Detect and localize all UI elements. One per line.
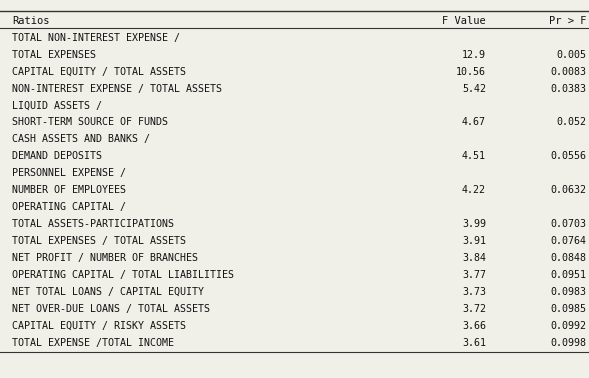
Text: 0.0383: 0.0383 — [550, 84, 586, 93]
Text: 0.0632: 0.0632 — [550, 185, 586, 195]
Text: 4.67: 4.67 — [462, 118, 486, 127]
Text: NET OVER-DUE LOANS / TOTAL ASSETS: NET OVER-DUE LOANS / TOTAL ASSETS — [12, 304, 210, 314]
Text: F Value: F Value — [442, 15, 486, 26]
Text: CAPITAL EQUITY / RISKY ASSETS: CAPITAL EQUITY / RISKY ASSETS — [12, 321, 186, 331]
Text: 0.0703: 0.0703 — [550, 219, 586, 229]
Text: 10.56: 10.56 — [456, 67, 486, 77]
Text: 0.0556: 0.0556 — [550, 151, 586, 161]
Text: 0.0992: 0.0992 — [550, 321, 586, 331]
Text: NUMBER OF EMPLOYEES: NUMBER OF EMPLOYEES — [12, 185, 126, 195]
Text: 0.0951: 0.0951 — [550, 270, 586, 280]
Text: 0.0848: 0.0848 — [550, 253, 586, 263]
Text: CASH ASSETS AND BANKS /: CASH ASSETS AND BANKS / — [12, 135, 150, 144]
Text: 0.0998: 0.0998 — [550, 338, 586, 348]
Text: Pr > F: Pr > F — [548, 15, 586, 26]
Text: 3.73: 3.73 — [462, 287, 486, 297]
Text: TOTAL EXPENSES / TOTAL ASSETS: TOTAL EXPENSES / TOTAL ASSETS — [12, 236, 186, 246]
Text: TOTAL NON-INTEREST EXPENSE /: TOTAL NON-INTEREST EXPENSE / — [12, 33, 180, 43]
Text: 0.052: 0.052 — [556, 118, 586, 127]
Text: NET PROFIT / NUMBER OF BRANCHES: NET PROFIT / NUMBER OF BRANCHES — [12, 253, 198, 263]
Text: 5.42: 5.42 — [462, 84, 486, 93]
Text: LIQUID ASSETS /: LIQUID ASSETS / — [12, 101, 102, 110]
Text: 0.005: 0.005 — [556, 50, 586, 60]
Text: CAPITAL EQUITY / TOTAL ASSETS: CAPITAL EQUITY / TOTAL ASSETS — [12, 67, 186, 77]
Text: TOTAL ASSETS-PARTICIPATIONS: TOTAL ASSETS-PARTICIPATIONS — [12, 219, 174, 229]
Text: 3.91: 3.91 — [462, 236, 486, 246]
Text: PERSONNEL EXPENSE /: PERSONNEL EXPENSE / — [12, 168, 126, 178]
Text: 3.84: 3.84 — [462, 253, 486, 263]
Text: DEMAND DEPOSITS: DEMAND DEPOSITS — [12, 151, 102, 161]
Text: 0.0983: 0.0983 — [550, 287, 586, 297]
Text: 3.66: 3.66 — [462, 321, 486, 331]
Text: 3.61: 3.61 — [462, 338, 486, 348]
Text: 0.0985: 0.0985 — [550, 304, 586, 314]
Text: 0.0083: 0.0083 — [550, 67, 586, 77]
Text: 3.72: 3.72 — [462, 304, 486, 314]
Text: Ratios: Ratios — [12, 15, 49, 26]
Text: 0.0764: 0.0764 — [550, 236, 586, 246]
Text: 4.51: 4.51 — [462, 151, 486, 161]
Text: NET TOTAL LOANS / CAPITAL EQUITY: NET TOTAL LOANS / CAPITAL EQUITY — [12, 287, 204, 297]
Text: 4.22: 4.22 — [462, 185, 486, 195]
Text: SHORT-TERM SOURCE OF FUNDS: SHORT-TERM SOURCE OF FUNDS — [12, 118, 168, 127]
Text: 3.99: 3.99 — [462, 219, 486, 229]
Text: TOTAL EXPENSES: TOTAL EXPENSES — [12, 50, 96, 60]
Text: TOTAL EXPENSE /TOTAL INCOME: TOTAL EXPENSE /TOTAL INCOME — [12, 338, 174, 348]
Text: 12.9: 12.9 — [462, 50, 486, 60]
Text: OPERATING CAPITAL / TOTAL LIABILITIES: OPERATING CAPITAL / TOTAL LIABILITIES — [12, 270, 234, 280]
Text: NON-INTEREST EXPENSE / TOTAL ASSETS: NON-INTEREST EXPENSE / TOTAL ASSETS — [12, 84, 222, 93]
Text: 3.77: 3.77 — [462, 270, 486, 280]
Text: OPERATING CAPITAL /: OPERATING CAPITAL / — [12, 202, 126, 212]
